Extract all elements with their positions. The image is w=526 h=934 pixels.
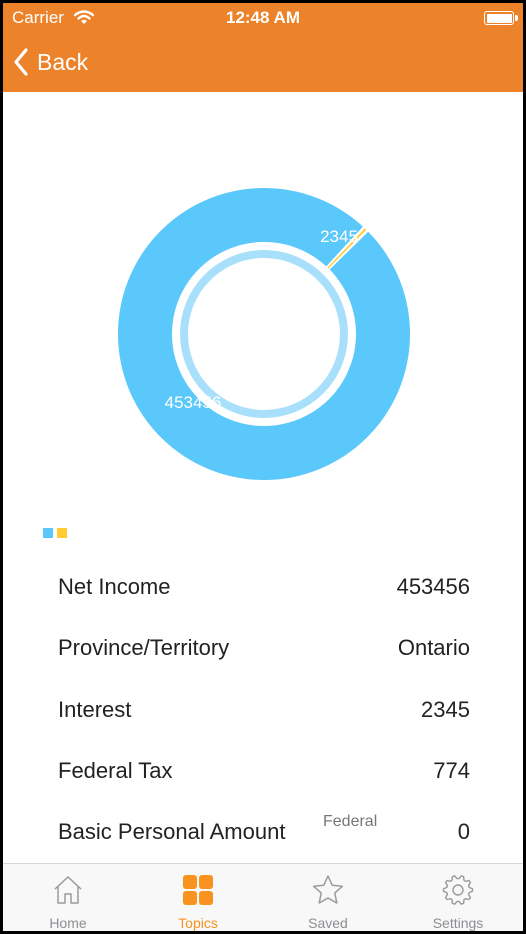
donut-inner-ring — [180, 250, 348, 418]
grid-icon — [183, 875, 213, 905]
row-value: 453456 — [396, 574, 470, 599]
status-bar: Carrier 12:48 AM — [3, 3, 523, 33]
gear-icon — [442, 875, 474, 905]
row-label: Basic Personal Amount — [58, 819, 286, 845]
tab-settings[interactable]: Settings — [393, 864, 523, 931]
info-row: Net Income 453456 — [3, 554, 523, 615]
donut-slice — [327, 228, 367, 269]
info-row: Interest 2345 — [3, 677, 523, 738]
row-value: 0 — [457, 819, 470, 845]
tab-saved-label: Saved — [308, 915, 348, 931]
tab-topics-label: Topics — [178, 915, 218, 931]
row-label: Province/Territory — [58, 635, 230, 661]
tab-home[interactable]: Home — [3, 864, 133, 931]
back-button[interactable]: Back — [13, 45, 88, 79]
slice-label: 453456 — [165, 393, 222, 412]
tab-home-label: Home — [49, 915, 87, 931]
wifi-icon — [74, 10, 94, 24]
slice-label: 2345 — [320, 227, 358, 246]
back-label: Back — [37, 48, 89, 75]
row-label: Federal Tax — [58, 757, 173, 783]
status-time: 12:48 AM — [225, 8, 300, 27]
carrier-label: Carrier — [12, 8, 64, 27]
app-screen: Carrier 12:48 AM Back 453456 2345 Net Inc… — [3, 3, 523, 931]
info-row: Province/Territory Ontario — [3, 615, 523, 676]
donut-chart: 453456 2345 — [117, 187, 410, 480]
donut-slice — [117, 187, 410, 480]
header-bar: Carrier 12:48 AM Back — [3, 3, 523, 92]
row-sublabel: Federal — [323, 813, 378, 831]
star-icon — [313, 875, 343, 904]
row-value: Ontario — [397, 635, 470, 661]
info-row: Basic Personal Amount Federal 0 — [3, 799, 523, 860]
chart-legend — [43, 528, 67, 538]
chevron-left-icon — [14, 48, 28, 76]
legend-swatch — [57, 528, 67, 538]
row-label: Net Income — [58, 574, 171, 599]
info-list: Net Income 453456 Province/Territory Ontari… — [3, 554, 523, 860]
row-label: Interest — [58, 696, 132, 722]
info-row: Federal Tax 774 — [3, 738, 523, 799]
legend-swatch — [43, 528, 53, 538]
tab-saved[interactable]: Saved — [263, 864, 393, 931]
battery-icon — [484, 11, 518, 25]
home-icon — [54, 876, 82, 904]
row-value: 2345 — [421, 696, 470, 722]
tab-topics[interactable]: Topics — [133, 864, 263, 931]
tab-bar: Home Topics Saved Settings — [3, 863, 523, 931]
tab-settings-label: Settings — [432, 915, 484, 931]
row-value: 774 — [433, 757, 470, 783]
